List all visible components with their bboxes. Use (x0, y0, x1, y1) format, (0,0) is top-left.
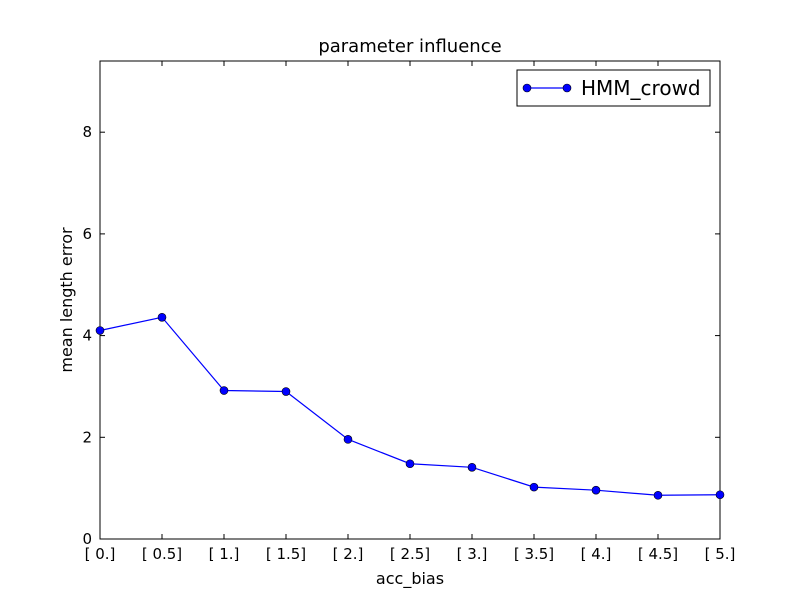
y-tick-label: 2 (82, 428, 92, 446)
x-tick-label: [ 1.5] (266, 545, 306, 563)
series-line (99, 316, 721, 496)
data-point (715, 490, 725, 500)
legend-label: HMM_crowd (581, 76, 701, 100)
data-point (219, 386, 229, 395)
data-point (653, 490, 663, 500)
x-tick-label: [ 0.] (85, 545, 116, 563)
y-tick-label: 4 (82, 327, 92, 345)
y-tick-label: 6 (82, 225, 92, 243)
x-tick-label: [ 0.5] (142, 545, 182, 563)
data-point (281, 387, 291, 396)
x-axis-label: acc_bias (376, 569, 444, 589)
data-point (467, 462, 477, 472)
x-tick-label: [ 1.] (209, 545, 240, 563)
data-point (95, 326, 105, 335)
x-tick-label: [ 2.5] (390, 545, 430, 563)
y-tick-label: 8 (82, 123, 92, 141)
chart-title: parameter influence (318, 36, 501, 57)
x-tick-label: [ 4.5] (638, 545, 678, 563)
legend-marker (522, 83, 532, 93)
data-point (405, 459, 415, 469)
legend-marker (562, 83, 572, 93)
y-axis-label: mean length error (57, 227, 76, 373)
x-tick-label: [ 2.] (333, 545, 364, 563)
data-point (591, 485, 601, 495)
data-point (529, 482, 539, 492)
x-tick-label: [ 3.5] (514, 545, 554, 563)
y-tick-label: 0 (82, 530, 92, 548)
x-tick-label: [ 3.] (457, 545, 488, 563)
data-point (343, 435, 353, 444)
data-point (157, 312, 167, 322)
x-tick-label: [ 4.] (581, 545, 612, 563)
x-tick-label: [ 5.] (705, 545, 736, 563)
